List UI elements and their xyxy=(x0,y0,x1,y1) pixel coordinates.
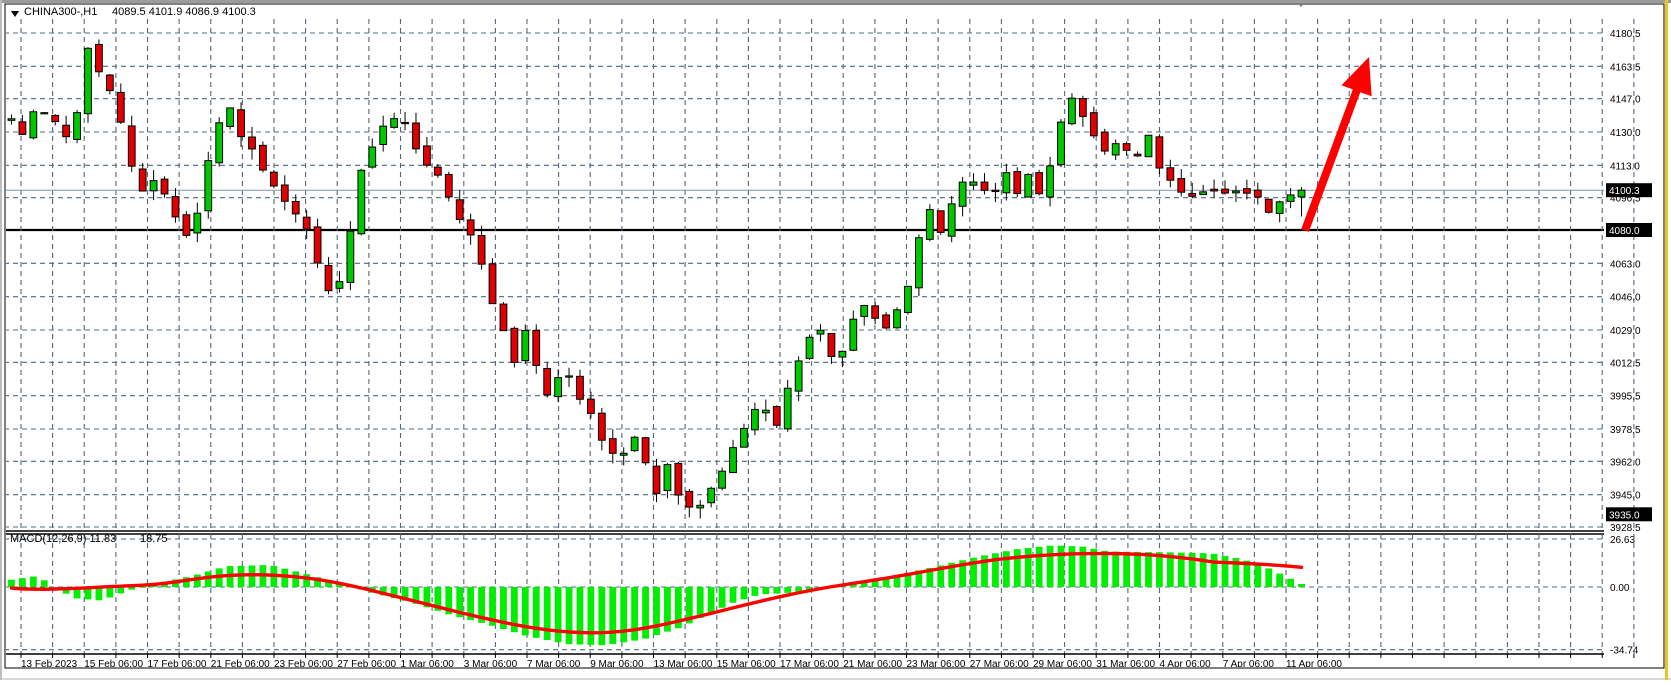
svg-text:4163.5: 4163.5 xyxy=(1610,62,1641,73)
svg-text:4046.0: 4046.0 xyxy=(1610,293,1641,304)
svg-text:4147.0: 4147.0 xyxy=(1610,95,1641,106)
svg-text:-34.74: -34.74 xyxy=(1610,646,1639,657)
svg-text:26.63: 26.63 xyxy=(1610,535,1635,546)
svg-text:4100.3: 4100.3 xyxy=(1609,186,1640,197)
svg-text:18.75: 18.75 xyxy=(140,533,168,545)
svg-text:CHINA300-,H1: CHINA300-,H1 xyxy=(24,6,97,18)
svg-text:4029.0: 4029.0 xyxy=(1610,326,1641,337)
svg-text:3995.5: 3995.5 xyxy=(1610,392,1641,403)
svg-text:3935.0: 3935.0 xyxy=(1609,510,1640,521)
svg-text:3945.0: 3945.0 xyxy=(1610,491,1641,502)
svg-text:3928.5: 3928.5 xyxy=(1610,523,1641,534)
svg-text:4130.0: 4130.0 xyxy=(1610,128,1641,139)
svg-text:4089.5 4101.9 4086.9 4100.3: 4089.5 4101.9 4086.9 4100.3 xyxy=(112,6,256,18)
svg-text:4113.0: 4113.0 xyxy=(1610,161,1640,172)
svg-text:4080.0: 4080.0 xyxy=(1609,226,1640,237)
svg-text:4012.5: 4012.5 xyxy=(1610,358,1641,369)
svg-text:4180.5: 4180.5 xyxy=(1610,29,1641,40)
svg-text:3962.0: 3962.0 xyxy=(1610,457,1641,468)
svg-text:0.00: 0.00 xyxy=(1610,583,1630,594)
svg-text:4063.0: 4063.0 xyxy=(1610,259,1641,270)
svg-text:3978.5: 3978.5 xyxy=(1610,425,1641,436)
svg-text:MACD(12,26,9) 11.83: MACD(12,26,9) 11.83 xyxy=(10,533,116,545)
